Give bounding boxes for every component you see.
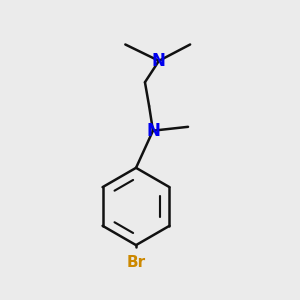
Text: N: N [152,52,166,70]
Text: Br: Br [127,255,146,270]
Text: N: N [146,122,160,140]
